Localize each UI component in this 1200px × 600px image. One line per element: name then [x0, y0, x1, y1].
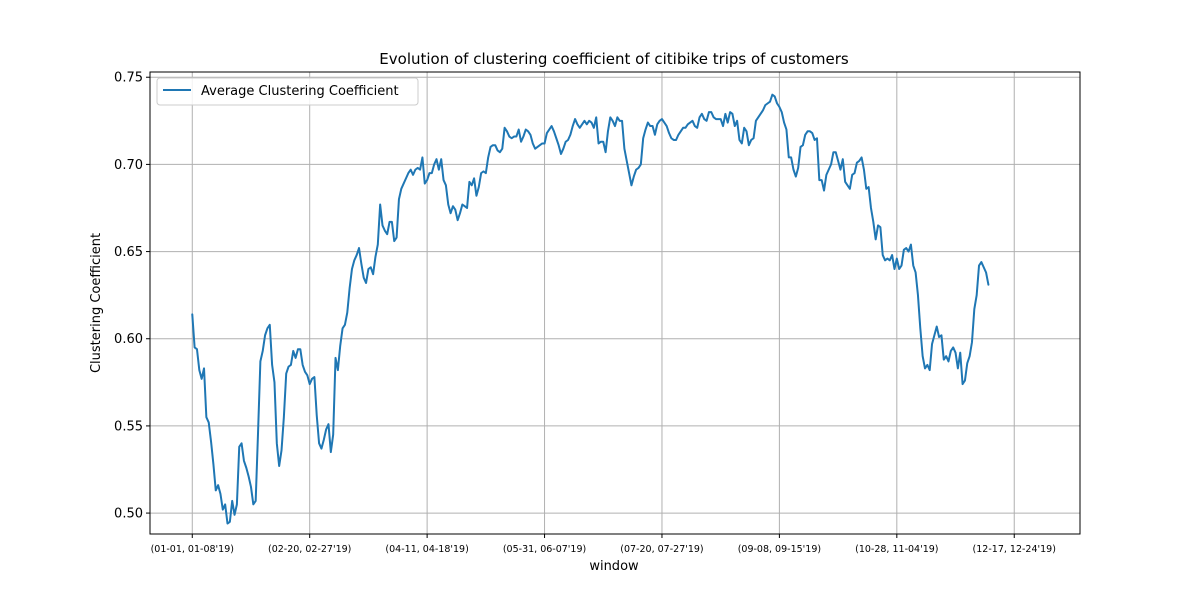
- y-tick-label: 0.60: [114, 332, 143, 347]
- x-tick-label: (04-11, 04-18'19): [385, 544, 468, 555]
- chart-title: Evolution of clustering coefficient of c…: [379, 50, 849, 68]
- y-tick-label: 0.55: [114, 419, 143, 434]
- y-tick-label: 0.65: [114, 245, 143, 260]
- x-tick-label: (05-31, 06-07'19): [503, 544, 586, 555]
- x-tick-label: (01-01, 01-08'19): [151, 544, 234, 555]
- y-axis-ticks: 0.50 0.55 0.60 0.65 0.70 0.75: [114, 71, 150, 522]
- series-layer: [191, 93, 990, 525]
- y-tick-label: 0.50: [114, 507, 143, 522]
- x-tick-label: (09-08, 09-15'19): [738, 544, 821, 555]
- x-tick-label: (10-28, 11-04'19): [855, 544, 938, 555]
- x-tick-label: (07-20, 07-27'19): [620, 544, 703, 555]
- grid: [150, 72, 1080, 534]
- plot-frame: [149, 71, 1081, 535]
- x-tick-label: (02-20, 02-27'19): [268, 544, 351, 555]
- y-axis-label: Clustering Coefficient: [89, 233, 104, 373]
- y-tick-label: 0.70: [114, 158, 143, 173]
- x-axis-ticks: (01-01, 01-08'19) (02-20, 02-27'19) (04-11…: [151, 534, 1056, 555]
- x-axis-label: window: [589, 559, 639, 574]
- y-tick-label: 0.75: [114, 71, 143, 86]
- legend-label: Average Clustering Coefficient: [201, 84, 399, 99]
- legend: Average Clustering Coefficient: [156, 77, 419, 106]
- legend-box: [156, 77, 419, 106]
- x-tick-label: (12-17, 12-24'19): [973, 544, 1056, 555]
- series-line-average-clustering-coefficient: [191, 93, 990, 525]
